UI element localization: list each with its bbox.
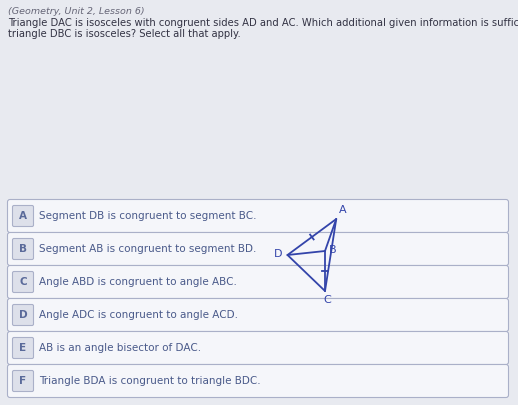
Text: A: A (19, 211, 27, 221)
Text: Angle ABD is congruent to angle ABC.: Angle ABD is congruent to angle ABC. (39, 277, 237, 287)
Text: Triangle DAC is isosceles with congruent sides AD and AC. Which additional given: Triangle DAC is isosceles with congruent… (8, 18, 518, 28)
FancyBboxPatch shape (7, 364, 509, 397)
Text: (Geometry, Unit 2, Lesson 6): (Geometry, Unit 2, Lesson 6) (8, 7, 145, 16)
FancyBboxPatch shape (7, 332, 509, 364)
FancyBboxPatch shape (7, 232, 509, 266)
FancyBboxPatch shape (12, 239, 34, 260)
Text: B: B (19, 244, 27, 254)
Text: Segment DB is congruent to segment BC.: Segment DB is congruent to segment BC. (39, 211, 256, 221)
Text: C: C (19, 277, 27, 287)
FancyBboxPatch shape (7, 200, 509, 232)
Text: triangle DBC is isosceles? Select all that apply.: triangle DBC is isosceles? Select all th… (8, 29, 241, 39)
Text: B: B (329, 245, 337, 255)
Text: Segment AB is congruent to segment BD.: Segment AB is congruent to segment BD. (39, 244, 256, 254)
Text: C: C (323, 295, 331, 305)
Text: D: D (19, 310, 27, 320)
Text: F: F (20, 376, 26, 386)
FancyBboxPatch shape (12, 337, 34, 358)
Text: A: A (339, 205, 347, 215)
FancyBboxPatch shape (12, 271, 34, 292)
FancyBboxPatch shape (7, 266, 509, 298)
Text: Triangle BDA is congruent to triangle BDC.: Triangle BDA is congruent to triangle BD… (39, 376, 261, 386)
Text: E: E (20, 343, 26, 353)
FancyBboxPatch shape (12, 305, 34, 326)
Text: D: D (274, 249, 282, 259)
Text: Angle ADC is congruent to angle ACD.: Angle ADC is congruent to angle ACD. (39, 310, 238, 320)
FancyBboxPatch shape (7, 298, 509, 332)
Text: AB is an angle bisector of DAC.: AB is an angle bisector of DAC. (39, 343, 201, 353)
FancyBboxPatch shape (12, 205, 34, 226)
FancyBboxPatch shape (12, 371, 34, 392)
